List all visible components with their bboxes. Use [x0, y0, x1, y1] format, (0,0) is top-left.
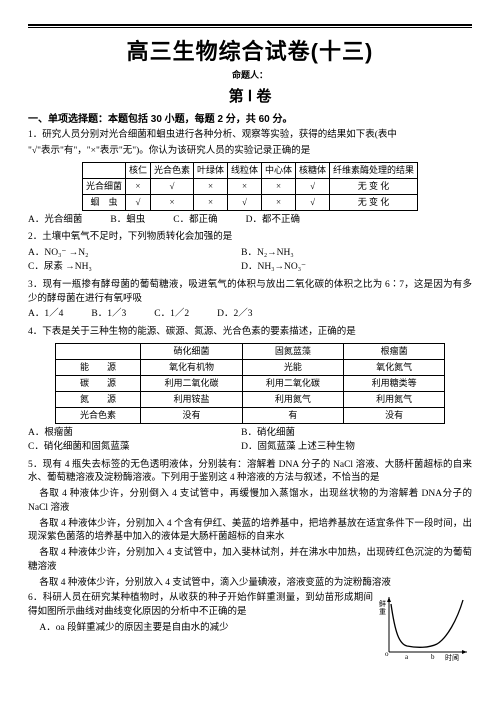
q1-options: A．光合细菌 B．蛔虫 C．都正确 D．都不正确: [28, 214, 472, 228]
q4-options: A．根瘤菌 B．硝化细菌 C．硝化细菌和固氮蓝藻 D．固氮蓝藻 上述三种生物: [28, 427, 472, 455]
q5-stem: 5．现有 4 瓶失去标签的无色透明液体，分别装有：溶解着 DNA 分子的 NaC…: [28, 459, 472, 487]
top-rule-thin: [28, 27, 472, 28]
q1-stem-b: "√"表示"有"，"×"表示"无")。你认为该研究人员的实验记录正确的是: [28, 145, 472, 159]
opt-a: A．光合细菌: [28, 214, 96, 228]
opt-b: B．蛔虫: [110, 214, 159, 228]
opt-d: D．2／3: [217, 308, 266, 322]
top-rule-heavy: [28, 24, 472, 26]
opt-a: A．根瘤菌: [28, 427, 241, 441]
table-row: 蛔 虫√××√×√无 变 化: [82, 194, 417, 210]
q4-stem: 4．下表是关于三种生物的能源、碳源、氮源、光合色素的要素描述，正确的是: [28, 326, 472, 340]
opt-b: B．硝化细菌: [241, 427, 454, 441]
q5-opt-c: 各取 4 种液体少许，分别加入 4 支试管中，加入斐林试剂，并在沸水中加热，出现…: [28, 547, 472, 575]
svg-text:o: o: [385, 650, 389, 658]
q5-opt-a: 各取 4 种液体少许，分别倒入 4 支试管中，再缓慢加入蒸馏水，出现丝状物的为溶…: [28, 488, 472, 516]
svg-text:时间: 时间: [445, 653, 459, 662]
table-row: 核仁光合色素叶绿体线粒体中心体核糖体纤维素酶处理的结果: [82, 162, 417, 178]
q2-options: A．NO₃⁻ →N₂ B．N₂→NH₃ C．尿素 →NH₃ D．NH₃→NO₃⁻: [28, 247, 472, 275]
q2-stem: 2．土壤中氧气不足时，下列物质转化会加强的是: [28, 231, 472, 245]
svg-text:重: 重: [379, 608, 386, 616]
table-row: 能 源氧化有机物光能氧化氮气: [55, 359, 445, 375]
title: 高三生物综合试卷(十三): [28, 34, 472, 66]
q3-stem: 3．现有一瓶掺有酵母菌的葡萄糖液，吸进氧气的体积与放出二氧化碳的体积之比为 6∶…: [28, 279, 472, 307]
opt-d: D．固氮蓝藻 上述三种生物: [241, 441, 454, 455]
table-row: 硝化细菌固氮蓝藻根瘤菌: [55, 343, 445, 359]
opt-c: C．硝化细菌和固氮蓝藻: [28, 441, 241, 455]
author-line: 命题人：: [28, 68, 472, 81]
opt-a: A．1／4: [28, 308, 77, 322]
opt-c: C．都正确: [173, 214, 231, 228]
table-row: 光合细菌×√×××√无 变 化: [82, 178, 417, 194]
opt-d: D．都不正确: [246, 214, 314, 228]
opt-c: C．尿素 →NH₃: [28, 261, 241, 275]
opt-b: B．N₂→NH₃: [241, 247, 454, 261]
section-heading: 第 Ⅰ 卷: [28, 85, 472, 106]
svg-text:鲜: 鲜: [379, 599, 386, 608]
q4-table: 硝化细菌固氮蓝藻根瘤菌 能 源氧化有机物光能氧化氮气 碳 源利用二氧化碳利用二氧…: [55, 343, 446, 424]
svg-text:b: b: [431, 653, 435, 661]
section-instructions: 一、单项选择题：本题包括 30 小题，每题 2 分，共 60 分。: [28, 110, 472, 125]
table-row: 碳 源利用二氧化碳利用二氧化碳利用糖类等: [55, 375, 445, 391]
svg-text:a: a: [405, 653, 409, 661]
opt-b: B．1／3: [91, 308, 140, 322]
opt-d: D．NH₃→NO₃⁻: [241, 261, 454, 275]
exam-page: 高三生物综合试卷(十三) 命题人： 第 Ⅰ 卷 一、单项选择题：本题包括 30 …: [0, 0, 500, 648]
q1-table: 核仁光合色素叶绿体线粒体中心体核糖体纤维素酶处理的结果 光合细菌×√×××√无 …: [82, 162, 418, 211]
q1-stem-a: 1．研究人员分别对光合细菌和蛔虫进行各种分析、观察等实验，获得的结果如下表(表中: [28, 129, 472, 143]
question-block: 1．研究人员分别对光合细菌和蛔虫进行各种分析、观察等实验，获得的结果如下表(表中…: [28, 129, 472, 636]
table-row: 光合色素没有有没有: [55, 407, 445, 423]
opt-a: A．NO₃⁻ →N₂: [28, 247, 241, 261]
q5-opt-b: 各取 4 种液体少许，分别加入 4 个含有伊红、美蓝的培养基中，把培养基放在适宜…: [28, 518, 472, 546]
q6-chart: o a b c 时间 鲜 重: [377, 592, 472, 662]
opt-c: C．1／2: [154, 308, 203, 322]
q3-options: A．1／4 B．1／3 C．1／2 D．2／3: [28, 308, 472, 322]
table-row: 氮 源利用铵盐利用氮气利用氮气: [55, 391, 445, 407]
q5-opt-d: 各取 4 种液体少许，分别放入 4 支试管中，滴入少量碘液，溶液变蓝的为淀粉酶溶…: [28, 577, 472, 591]
